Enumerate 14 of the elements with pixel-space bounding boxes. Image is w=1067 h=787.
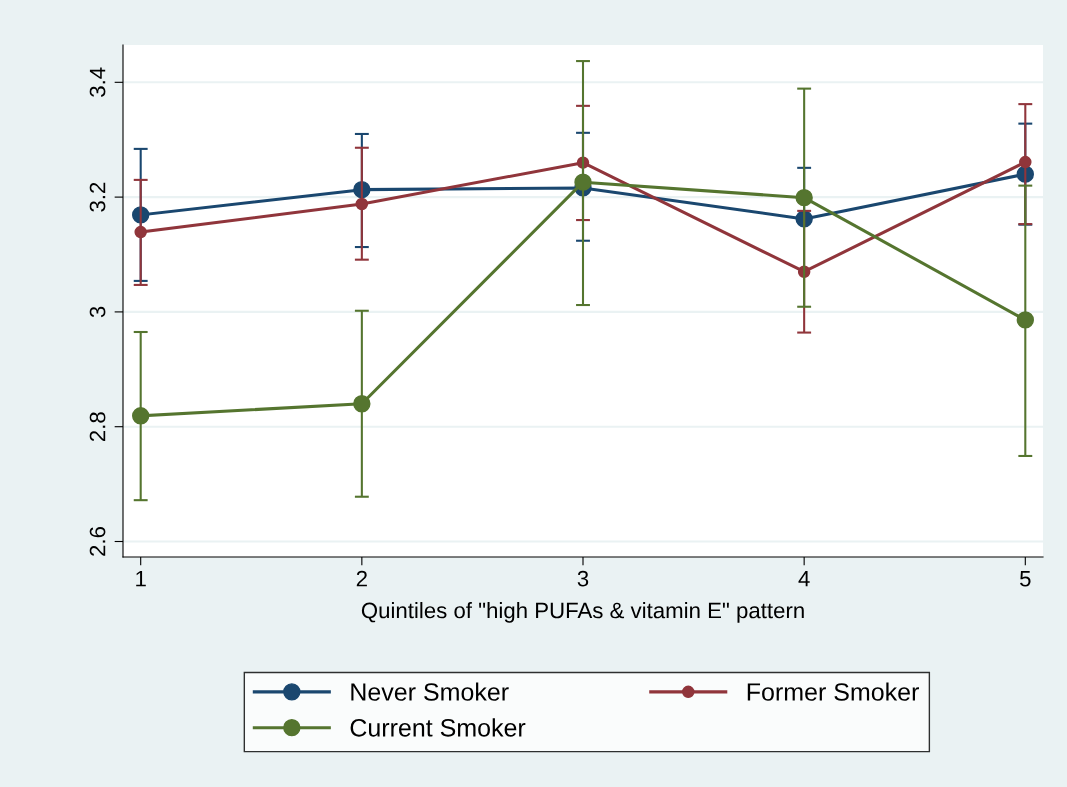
y-tick-label: 3 (89, 306, 106, 318)
y-tick-label: 2.8 (89, 412, 106, 442)
legend-label: Never Smoker (351, 682, 509, 701)
x-tick-label: 5 (1020, 571, 1031, 587)
x-tick-label: 1 (136, 571, 146, 587)
x-axis-title: Quintiles of "high PUFAs & vitamin E" pattern (361, 602, 804, 623)
x-tick-label: 2 (356, 570, 367, 587)
x-tick-label: 4 (798, 571, 810, 587)
y-tick-label: 2.6 (89, 527, 106, 556)
y-tick-label: 3.2 (89, 182, 106, 212)
legend-label: Current Smoker (350, 718, 526, 737)
x-tick-label: 3 (577, 570, 589, 587)
legend-label: Former Smoker (747, 682, 919, 701)
y-tick-label: 3.4 (89, 67, 106, 97)
